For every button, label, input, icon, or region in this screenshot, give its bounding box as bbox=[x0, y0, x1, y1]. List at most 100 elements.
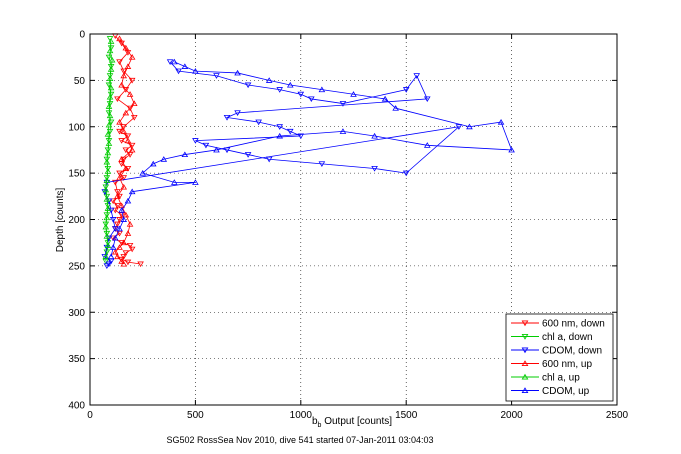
data-point bbox=[181, 63, 189, 69]
data-point bbox=[114, 189, 121, 195]
data-point bbox=[104, 131, 112, 137]
data-point bbox=[107, 38, 115, 44]
data-point bbox=[124, 197, 132, 204]
data-point bbox=[111, 179, 119, 186]
data-point bbox=[104, 242, 112, 248]
data-point bbox=[192, 179, 199, 185]
data-point bbox=[118, 258, 125, 264]
data-point bbox=[122, 147, 130, 154]
data-point bbox=[126, 105, 134, 112]
data-point bbox=[111, 234, 119, 241]
data-point bbox=[104, 205, 112, 211]
series-line bbox=[110, 61, 513, 257]
data-point bbox=[102, 253, 110, 260]
data-point bbox=[192, 138, 199, 144]
data-point bbox=[107, 84, 115, 91]
data-point bbox=[116, 35, 123, 42]
legend-box bbox=[505, 313, 614, 402]
data-point bbox=[106, 75, 114, 81]
data-point bbox=[392, 105, 399, 111]
data-point bbox=[105, 138, 113, 144]
data-point bbox=[139, 169, 146, 176]
data-point bbox=[213, 146, 220, 153]
data-point bbox=[103, 195, 111, 202]
y-tick-label: 150 bbox=[68, 169, 85, 180]
data-point bbox=[124, 230, 132, 236]
data-point bbox=[104, 147, 112, 154]
x-tick-label: 2000 bbox=[500, 410, 523, 421]
data-point bbox=[124, 63, 132, 69]
data-point bbox=[126, 221, 134, 227]
data-point bbox=[118, 156, 125, 162]
data-point bbox=[423, 142, 431, 148]
data-point bbox=[116, 59, 123, 65]
data-point bbox=[276, 132, 284, 139]
data-point bbox=[103, 230, 111, 237]
data-point bbox=[122, 87, 130, 93]
data-point bbox=[124, 166, 132, 172]
data-point bbox=[107, 63, 115, 70]
data-point bbox=[171, 58, 178, 65]
data-point bbox=[104, 166, 112, 172]
data-point bbox=[106, 93, 114, 100]
x-tick-label: 1000 bbox=[290, 410, 313, 421]
x-axis-label-sub: b bbox=[318, 422, 322, 429]
data-point bbox=[116, 230, 123, 237]
data-point bbox=[116, 118, 123, 125]
data-point bbox=[122, 109, 130, 116]
x-tick-label: 500 bbox=[187, 410, 204, 421]
data-point bbox=[128, 142, 136, 149]
x-axis-label: bb Output [counts] bbox=[312, 416, 392, 429]
data-point bbox=[116, 225, 123, 232]
data-point bbox=[130, 114, 138, 121]
data-point bbox=[128, 188, 136, 195]
data-point bbox=[103, 175, 111, 181]
data-point bbox=[124, 133, 132, 140]
data-point bbox=[213, 73, 220, 79]
x-axis-label-rest: Output [counts] bbox=[321, 416, 392, 427]
legend-marker bbox=[521, 373, 529, 380]
data-point bbox=[413, 73, 421, 79]
y-tick-label: 50 bbox=[74, 76, 86, 87]
data-point bbox=[126, 242, 134, 249]
data-point bbox=[124, 137, 132, 144]
data-point bbox=[109, 198, 117, 205]
data-point bbox=[171, 179, 178, 185]
data-point bbox=[104, 240, 112, 246]
data-point bbox=[423, 96, 431, 103]
data-point bbox=[234, 110, 241, 116]
y-tick-label: 250 bbox=[68, 261, 85, 272]
data-point bbox=[105, 82, 113, 89]
data-point bbox=[111, 226, 119, 232]
data-point bbox=[109, 235, 117, 242]
data-point bbox=[126, 152, 134, 158]
legend-marker bbox=[521, 347, 529, 354]
data-point bbox=[128, 146, 136, 153]
legend-label: CDOM, down bbox=[542, 346, 602, 357]
data-point bbox=[118, 161, 125, 167]
y-tick-label: 200 bbox=[68, 215, 85, 226]
data-point bbox=[371, 166, 378, 172]
data-point bbox=[244, 82, 252, 89]
data-point bbox=[105, 121, 113, 128]
data-point bbox=[124, 259, 132, 266]
data-point bbox=[466, 123, 473, 130]
data-point bbox=[122, 250, 130, 257]
legend-label: 600 nm, down bbox=[542, 319, 605, 330]
data-point bbox=[297, 91, 305, 98]
data-point bbox=[116, 217, 123, 223]
data-point bbox=[202, 142, 210, 149]
data-point bbox=[339, 128, 347, 134]
data-point bbox=[149, 160, 157, 167]
y-tick-label: 300 bbox=[68, 308, 85, 319]
y-axis-label: Depth [counts] bbox=[55, 188, 66, 253]
data-point bbox=[402, 170, 410, 177]
data-point bbox=[105, 103, 113, 109]
x-axis-label-main: b bbox=[312, 416, 318, 427]
legend-label: chl a, up bbox=[542, 373, 580, 384]
y-tick-label: 0 bbox=[79, 30, 85, 41]
data-point bbox=[265, 156, 273, 163]
data-point bbox=[107, 119, 115, 126]
chart-caption: SG502 RossSea Nov 2010, dive 541 started… bbox=[166, 435, 433, 445]
